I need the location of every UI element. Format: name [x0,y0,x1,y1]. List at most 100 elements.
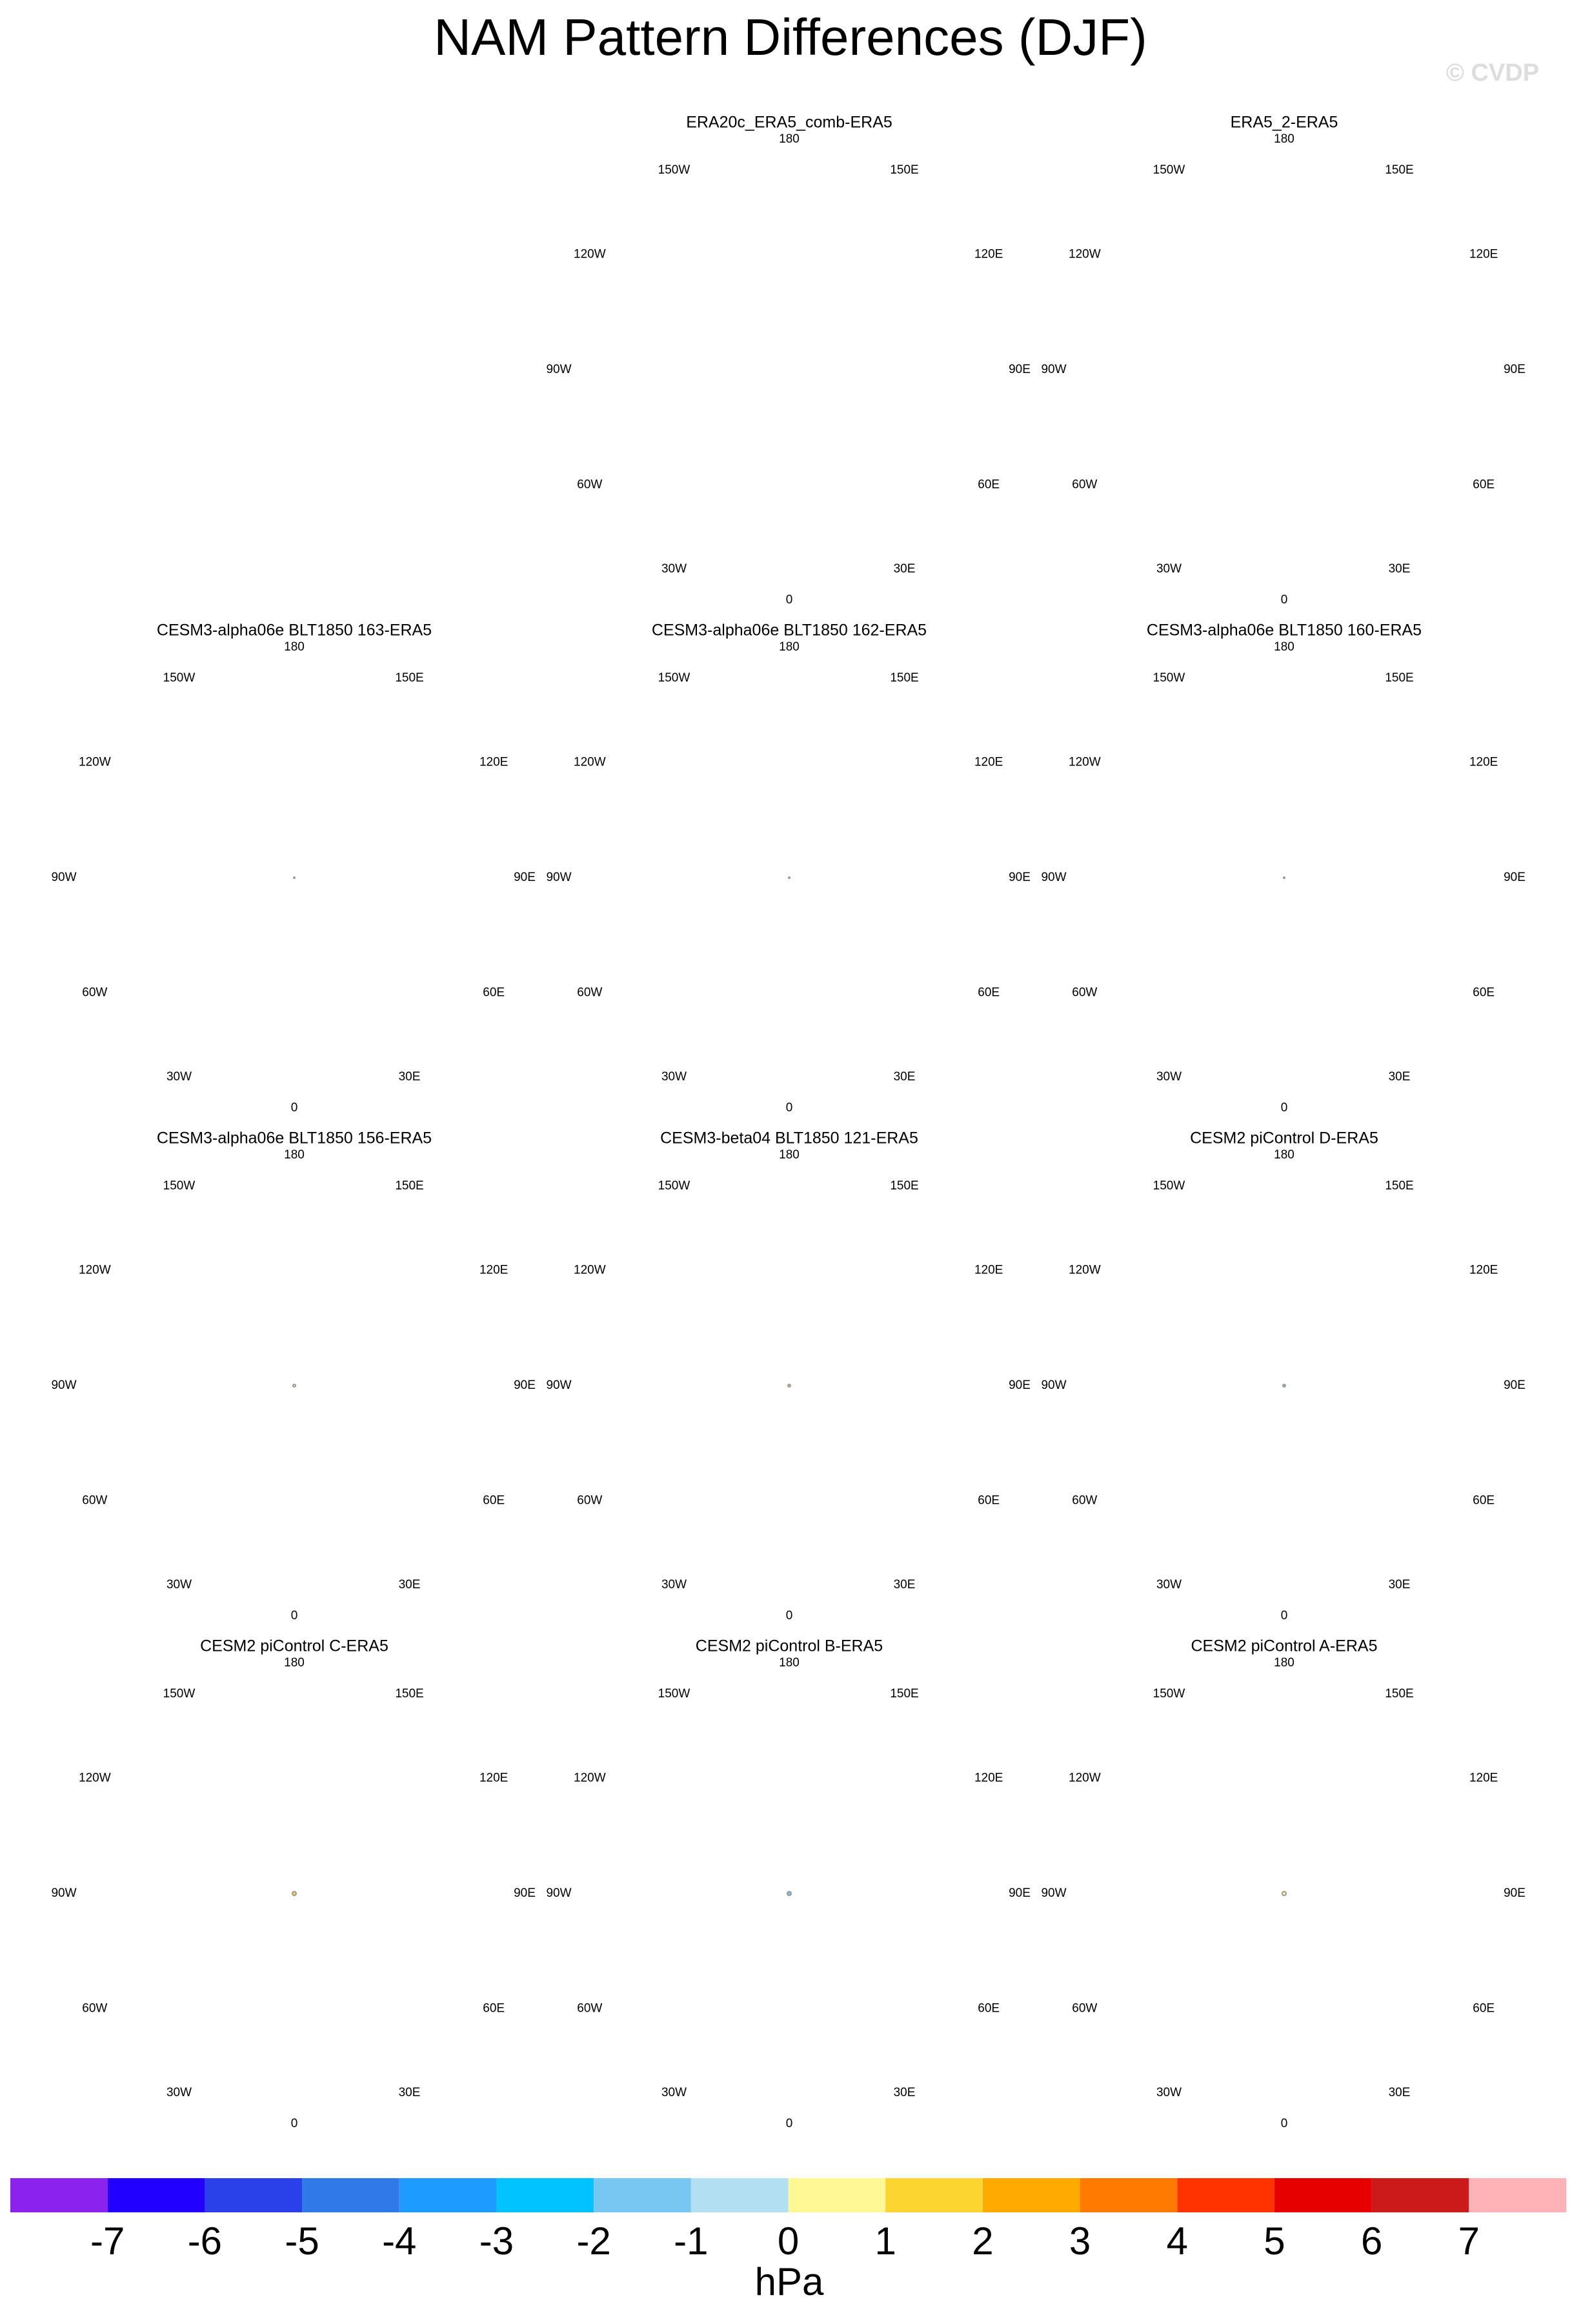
lon-label: 0 [786,1609,793,1622]
lon-label: 120W [1069,1772,1101,1785]
lon-label: 30W [661,1578,687,1591]
map-border [787,1384,791,1388]
lon-label: 0 [291,2117,298,2130]
lon-label: 120W [79,1772,111,1785]
colorbar-box [205,2178,303,2212]
colorbar-tick-label: -3 [479,2219,514,2263]
map-border [1282,1384,1286,1388]
lon-label: 90W [1041,1379,1066,1392]
lon-label: 60E [978,986,1000,1000]
lon-label: 120W [1069,756,1101,769]
contour-region [788,1384,790,1387]
colorbar-tick-label: -2 [576,2219,610,2263]
lon-label: 150W [658,671,690,685]
contour-region [1153,1714,1331,1841]
lon-label: 60E [1473,1494,1495,1508]
contour-region [1282,1892,1286,1895]
contour-region [696,1439,831,1523]
panel-title: CESM2 piControl A-ERA5 [1191,1637,1377,1655]
contour-region [292,1892,296,1895]
colorbar-tick-label: -5 [285,2219,319,2263]
contour-region [326,1894,368,1957]
contour-region [1105,793,1211,878]
lon-label: 150E [1385,1179,1413,1193]
panel-title: CESM3-beta04 BLT1850 121-ERA5 [660,1129,918,1147]
lon-label: 120W [79,1264,111,1277]
lon-label: 60W [82,1494,107,1508]
lon-label: 0 [786,2117,793,2130]
lon-label: 90W [51,871,76,884]
lon-label: 30E [894,1578,916,1591]
contour-region [1231,1974,1294,2016]
contour-region [787,1892,791,1895]
contour-region [736,1459,800,1501]
lon-label: 90W [546,1379,571,1392]
colorbar-tick-label: 0 [778,2219,799,2263]
colorbar-box [594,2178,691,2212]
lon-label: 60W [577,1494,602,1508]
lon-label: 180 [284,1656,305,1670]
colorbar-box [982,2178,1080,2212]
lon-label: 180 [779,1656,800,1670]
map-border [293,876,296,879]
panel-title: CESM3-alpha06e BLT1850 162-ERA5 [652,621,927,640]
lon-label: 150E [395,671,423,685]
lon-label: 0 [1281,1101,1288,1115]
contour-field [701,736,878,1036]
lon-label: 150W [163,1179,196,1193]
colorbar-box [10,2178,108,2212]
lon-label: 150E [890,671,918,685]
colorbar-unit: hPa [755,2260,824,2303]
contour-region [701,931,878,1036]
contour-region [787,1892,791,1895]
contour-region [244,1263,294,1297]
lon-label: 90W [546,1886,571,1900]
lon-label: 30W [166,1578,192,1591]
lon-label: 150W [163,671,196,685]
contour-region [631,305,842,444]
lon-label: 120E [479,756,508,769]
contour-region [1185,1731,1291,1815]
lon-label: 180 [1274,1656,1294,1670]
lon-label: 120E [479,1772,508,1785]
lon-label: 60E [483,2002,505,2016]
lon-label: 60E [1473,986,1495,1000]
panel-title: CESM3-alpha06e BLT1850 163-ERA5 [157,621,432,640]
lon-label: 90W [546,363,571,376]
contour-region [718,736,819,808]
lon-label: 120E [974,248,1003,261]
colorbar-tick-label: 4 [1167,2219,1188,2263]
lon-label: 60W [82,986,107,1000]
lon-label: 120W [1069,248,1101,261]
map-border [1283,876,1285,879]
lon-label: 60E [978,478,1000,492]
lon-label: 90W [546,871,571,884]
lon-label: 60E [1473,2002,1495,2016]
lon-label: 90E [514,1379,536,1392]
colorbar-tick-label: 6 [1361,2219,1382,2263]
lon-label: 120E [479,1264,508,1277]
colorbar-box [496,2178,594,2212]
contour-region [1283,1384,1285,1387]
lon-label: 30E [894,1070,916,1084]
contour-region [705,1244,811,1308]
map-border [1282,1891,1287,1896]
contour-region [1283,1384,1285,1387]
lon-label: 60E [483,1494,505,1508]
contour-region [751,753,793,791]
contour-region [1337,1386,1443,1512]
lon-label: 60E [1473,478,1495,492]
colorbar-tick-label: 1 [875,2219,896,2263]
lon-label: 60W [577,2002,602,2016]
lon-label: 0 [291,1101,298,1115]
lon-label: 60W [577,478,602,492]
lon-label: 150W [1153,163,1185,177]
contour-region [168,1727,316,1841]
contour-region [174,1217,352,1322]
contour-field [631,197,884,509]
lon-label: 120W [574,1772,606,1785]
colorbar-box [302,2178,399,2212]
